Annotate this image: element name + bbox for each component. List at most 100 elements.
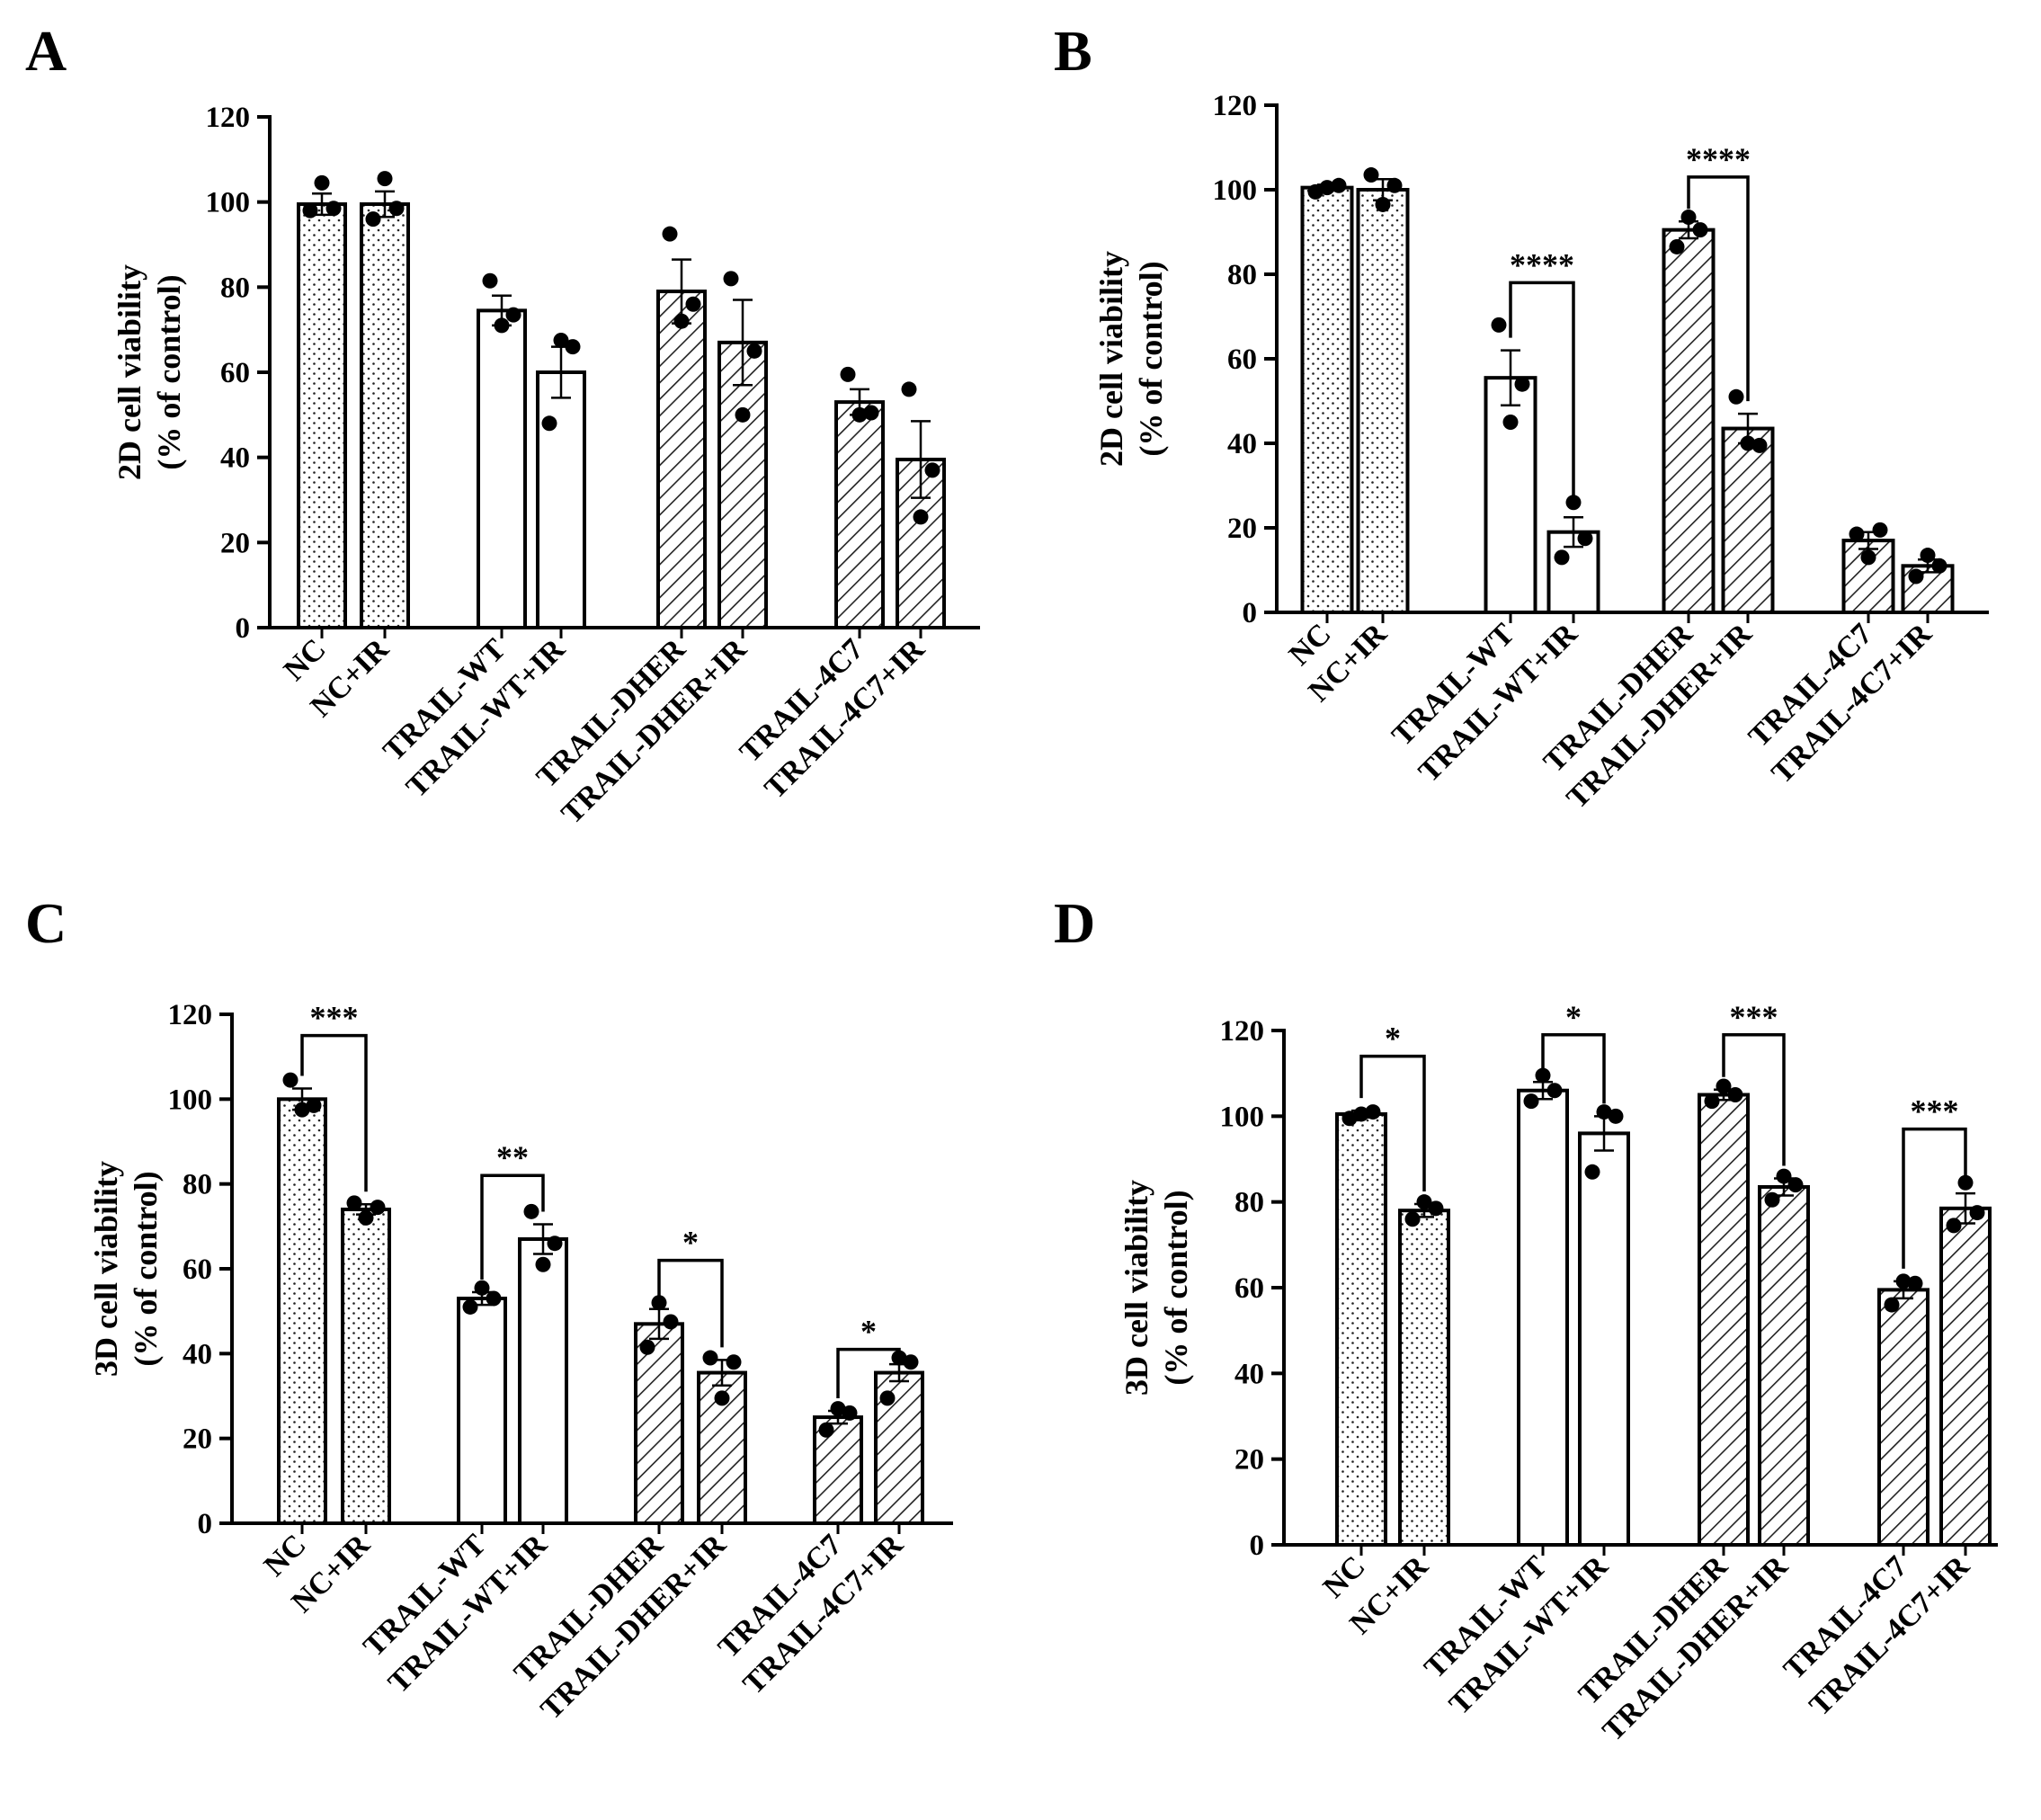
y-axis-label-line2-a: (% of control) (151, 274, 187, 469)
data-point (662, 226, 678, 242)
data-point (1727, 1087, 1743, 1102)
data-point (1307, 183, 1324, 200)
significance-bracket (657, 1258, 724, 1348)
significance-bracket (1687, 175, 1750, 402)
significance-bracket (1902, 1127, 1967, 1269)
data-point (685, 296, 701, 312)
data-point (1577, 531, 1593, 547)
significance-label: * (682, 1225, 699, 1261)
data-point (891, 1350, 907, 1366)
y-tick-label: 120 (168, 999, 213, 1031)
data-point (830, 1401, 846, 1417)
bar (1877, 1288, 1930, 1547)
data-point (547, 1236, 563, 1252)
data-point (541, 415, 557, 432)
significance-label: *** (1730, 999, 1778, 1035)
y-tick-label: 100 (1220, 1101, 1265, 1133)
x-axis-categories-d: NCNC+IRTRAIL-WTTRAIL-WT+IRTRAIL-DHERTRAI… (1317, 1545, 1976, 1748)
y-tick-label: 20 (183, 1423, 212, 1456)
data-point (358, 1209, 374, 1226)
bar (297, 202, 347, 630)
data-point (1596, 1104, 1612, 1120)
data-point (1331, 177, 1347, 193)
significance-b: **** **** (1509, 141, 1751, 505)
x-axis-categories-c: NCNC+IRTRAIL-WTTRAIL-WT+IRTRAIL-DHERTRAI… (258, 1523, 910, 1726)
data-point (1535, 1067, 1551, 1084)
data-point (1740, 435, 1756, 451)
data-point (863, 405, 879, 421)
chart-panel-b: B 0 20 40 60 80 100 120 **** **** NCNC+IRTRAIL-… (1054, 19, 1989, 816)
y-tick-label: 80 (183, 1169, 212, 1201)
significance-label: * (1565, 999, 1582, 1035)
data-point (1908, 568, 1924, 584)
data-point (1704, 1093, 1720, 1110)
significance-label: ** (496, 1139, 529, 1175)
y-tick-label: 60 (183, 1253, 212, 1286)
significance-d: ** ****** (1359, 999, 1967, 1269)
panel-label-a: A (25, 19, 67, 83)
data-point (1776, 1168, 1792, 1184)
y-tick-label: 120 (1213, 90, 1258, 122)
bars-a (297, 171, 946, 630)
significance-label: **** (1510, 246, 1574, 282)
significance-label: *** (1911, 1093, 1959, 1129)
y-tick-label: 100 (168, 1084, 213, 1116)
data-point (651, 1295, 667, 1311)
data-point (1716, 1078, 1732, 1094)
data-point (1764, 1191, 1780, 1208)
y-tick-label: 40 (183, 1338, 212, 1370)
data-point (1404, 1211, 1421, 1227)
y-tick-label: 60 (220, 357, 250, 389)
y-tick-label: 80 (1234, 1187, 1264, 1219)
data-point (1849, 526, 1865, 542)
data-point (1969, 1205, 1985, 1221)
bar (1939, 1206, 1992, 1547)
panel-label-c: C (25, 891, 67, 955)
data-point (1946, 1218, 1962, 1234)
data-point (818, 1422, 834, 1438)
data-point (1319, 180, 1335, 196)
y-tick-label: 120 (1220, 1015, 1265, 1048)
data-point (726, 1354, 742, 1370)
data-point (523, 1203, 539, 1219)
y-tick-label: 0 (1243, 597, 1258, 629)
data-point (370, 1200, 386, 1216)
bar (1698, 1093, 1750, 1547)
data-point (702, 1350, 718, 1366)
data-point (1608, 1108, 1624, 1124)
significance-label: * (1385, 1021, 1401, 1057)
bar (1356, 188, 1410, 614)
data-point (1341, 1111, 1358, 1127)
bar (1721, 426, 1775, 614)
data-point (924, 462, 940, 478)
data-point (1907, 1275, 1923, 1291)
y-tick-label: 40 (1227, 428, 1257, 460)
data-point (746, 343, 762, 359)
y-tick-label: 40 (220, 442, 250, 475)
data-point (1428, 1200, 1444, 1217)
data-point (282, 1072, 299, 1088)
bar (634, 1322, 684, 1525)
y-tick-label: 0 (198, 1508, 213, 1540)
y-axis-ticks-d: 0 20 40 60 80 100 120 (1220, 1015, 1284, 1562)
data-point (1523, 1093, 1539, 1110)
bar (834, 400, 885, 629)
y-axis-label-line2-d: (% of control) (1158, 1190, 1194, 1385)
bars-d (1335, 1067, 1992, 1548)
data-point (1502, 415, 1519, 430)
bar (1484, 376, 1537, 614)
data-point (639, 1339, 655, 1355)
data-point (1895, 1273, 1912, 1289)
y-tick-label: 60 (1234, 1272, 1264, 1305)
significance-bracket (1722, 1033, 1786, 1166)
y-axis-ticks-c: 0 20 40 60 80 100 120 (168, 999, 232, 1540)
data-point (294, 1102, 310, 1118)
x-axis-categories-b: NCNC+IRTRAIL-WTTRAIL-WT+IRTRAIL-DHERTRAI… (1283, 612, 1939, 816)
bar (1335, 1111, 1387, 1547)
data-point (535, 1256, 551, 1272)
data-point (714, 1390, 730, 1406)
data-point (1957, 1174, 1974, 1191)
data-point (903, 1354, 919, 1370)
y-tick-label: 0 (236, 612, 251, 645)
